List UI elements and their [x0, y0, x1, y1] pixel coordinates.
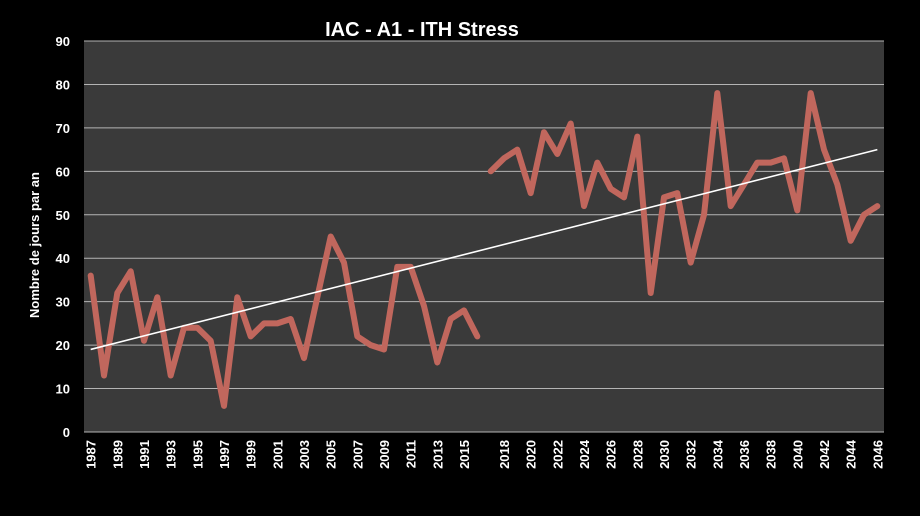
plot-area — [84, 41, 884, 432]
x-tick-label: 1993 — [164, 440, 179, 469]
x-tick-label: 2030 — [657, 440, 672, 469]
x-tick-label: 2018 — [497, 440, 512, 469]
y-tick-label: 90 — [56, 34, 70, 49]
x-tick-label: 2007 — [350, 440, 365, 469]
y-tick-label: 40 — [56, 251, 70, 266]
gridlines — [84, 40, 884, 433]
series-line-1 — [87, 233, 481, 409]
x-tick-label: 1995 — [190, 440, 205, 469]
y-tick-label: 30 — [56, 295, 70, 310]
y-tick-label: 80 — [56, 77, 70, 92]
y-axis-ticks: 0 10 20 30 40 50 60 70 80 90 — [56, 34, 70, 440]
x-tick-label: 2020 — [524, 440, 539, 469]
x-tick-label: 2024 — [577, 439, 592, 469]
x-tick-label: 2032 — [684, 440, 699, 469]
chart-title: IAC - A1 - ITH Stress — [325, 19, 519, 41]
x-tick-label: 1989 — [110, 440, 125, 469]
x-tick-label: 2040 — [790, 440, 805, 469]
x-tick-label: 2044 — [844, 439, 859, 469]
x-tick-label: 2028 — [630, 440, 645, 469]
x-tick-label: 2034 — [710, 439, 725, 469]
x-tick-label: 1991 — [137, 440, 152, 469]
y-axis-label: Nombre de jours par an — [27, 172, 42, 318]
y-tick-label: 10 — [56, 382, 70, 397]
series-line-2 — [487, 90, 881, 296]
y-tick-label: 60 — [56, 164, 70, 179]
y-tick-label: 20 — [56, 338, 70, 353]
x-tick-label: 2003 — [297, 440, 312, 469]
x-tick-label: 2011 — [404, 440, 419, 468]
x-axis-ticks: 1987 1989 1991 1993 1995 1997 1999 2001 2003 2005… — [84, 439, 886, 469]
x-tick-label: 2036 — [737, 440, 752, 469]
y-tick-label: 70 — [56, 121, 70, 136]
x-tick-label: 2005 — [324, 440, 339, 469]
x-tick-label: 2046 — [870, 440, 885, 469]
x-tick-label: 2015 — [457, 440, 472, 469]
x-tick-label: 2001 — [270, 440, 285, 469]
y-tick-label: 50 — [56, 208, 70, 223]
trendline-layer — [90, 148, 878, 351]
x-tick-label: 2042 — [817, 440, 832, 469]
x-tick-label: 1987 — [84, 440, 99, 469]
x-tick-label: 2009 — [377, 440, 392, 469]
x-tick-label: 2026 — [604, 440, 619, 469]
y-tick-label: 0 — [63, 425, 70, 440]
trend-line — [90, 148, 878, 351]
x-tick-label: 1999 — [244, 440, 259, 469]
x-tick-label: 2038 — [764, 440, 779, 469]
x-tick-label: 2013 — [430, 440, 445, 469]
x-tick-label: 2022 — [550, 440, 565, 469]
series-lines — [87, 90, 881, 409]
x-tick-label: 1997 — [217, 440, 232, 469]
